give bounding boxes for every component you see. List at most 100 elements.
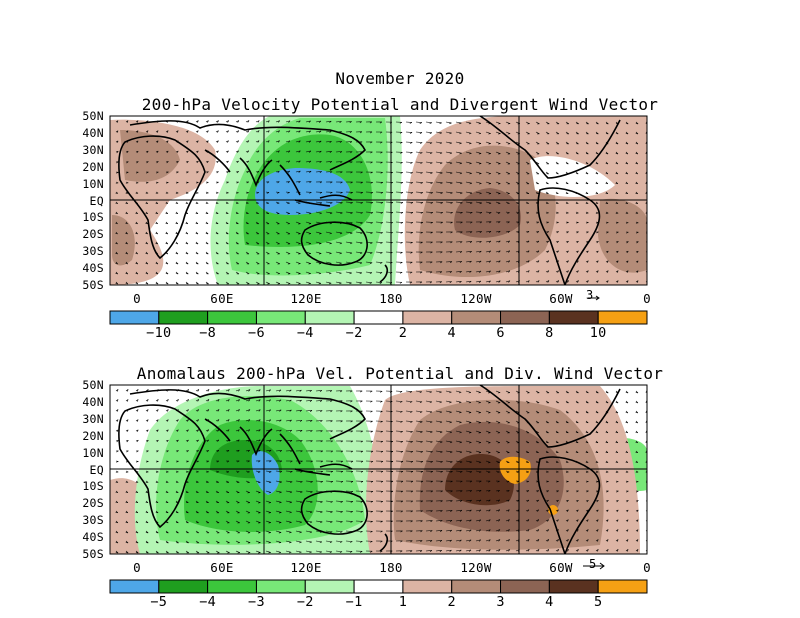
coastline [129,120,366,171]
lat-tick-label: 10S [82,210,104,225]
colorbar-tick-label: 6 [496,325,505,341]
colorbar-swatch [353,310,404,325]
lon-tick-label: 0 [643,291,651,306]
colorbar-swatch [304,579,355,594]
coastline [479,116,621,179]
chart2-colorbar [109,579,648,594]
chart1-subtitle: 200-hPa Velocity Potential and Divergent… [141,95,659,114]
lon-tick-label: 60E [210,560,234,575]
colorbar-tick-label: −5 [150,594,168,610]
lon-tick-label: 120E [290,560,322,575]
lon-tick-label: 180 [379,560,403,575]
colorbar-swatch [109,310,160,325]
chart2-coastlines [118,385,621,554]
coastline [204,418,273,457]
coastline [379,264,388,283]
lat-tick-label: 40S [82,530,104,545]
coastline [537,456,601,554]
colorbar-tick-label: −2 [345,325,363,341]
colorbar-swatch [304,310,355,325]
coastline [537,187,601,285]
lat-tick-label: 40S [82,261,104,276]
lat-tick-label: 20S [82,227,104,242]
colorbar-tick-label: −6 [248,325,265,341]
lat-tick-label: 30N [82,142,104,157]
chart2-vector-reference-arrow [583,562,605,570]
chart2-vector-reference: 5 [589,557,597,571]
chart1-vector-reference-arrow [588,295,600,301]
lat-tick-label: EQ [89,193,104,208]
colorbar-swatch [548,579,599,594]
colorbar-swatch [402,579,453,594]
lat-tick-label: 50N [82,378,104,392]
lat-tick-label: 30S [82,244,104,259]
lat-tick-label: 10S [82,479,104,494]
lon-tick-label: 0 [133,291,141,306]
lon-tick-label: 120W [460,560,492,575]
coastline [118,135,206,260]
colorbar-swatch [109,579,160,594]
lon-tick-label: 60E [210,291,234,306]
lat-tick-label: EQ [89,462,104,477]
coastline [379,533,388,552]
colorbar-tick-label: −10 [146,325,172,341]
colorbar-swatch [402,310,453,325]
colorbar-swatch [548,310,599,325]
lon-tick-label: 120E [290,291,322,306]
colorbar-tick-label: −1 [345,594,363,610]
chart1-title: November 2020 [335,69,465,88]
colorbar-swatch [451,579,502,594]
colorbar-swatch [207,579,257,594]
chart2-title: Anomalaus 200-hPa Vel. Potential and Div… [136,364,664,383]
chart1-vector-reference: 3 [586,288,594,302]
lon-tick-label: 0 [133,560,141,575]
colorbar-swatch [451,310,502,325]
lon-tick-label: 180 [379,291,403,306]
lon-tick-label: 60W [549,560,573,575]
lat-tick-label: 40N [82,394,104,409]
coastline [300,490,368,535]
lat-tick-label: 30S [82,513,104,528]
colorbar-swatch [158,310,209,325]
colorbar-tick-label: 4 [447,325,456,341]
colorbar-tick-label: 2 [398,325,408,341]
colorbar-swatch [353,579,404,594]
lat-tick-label: 50S [82,547,104,561]
colorbar-swatch [255,310,306,325]
coastline [279,164,353,207]
colorbar-swatch [500,310,550,325]
colorbar-swatch [500,579,550,594]
colorbar-swatch [207,310,257,325]
chart1-coastlines [118,116,621,285]
lat-tick-label: 40N [82,125,104,140]
colorbar-tick-label: 3 [496,594,505,610]
coastline [279,433,353,476]
chart1-frame [109,115,648,286]
coastline [129,389,366,440]
lat-tick-label: 20N [82,428,104,443]
colorbar-tick-label: 10 [589,325,607,341]
colorbar-tick-label: −8 [199,325,217,341]
colorbar-swatch [158,579,209,594]
lon-tick-label: 60W [549,291,573,306]
coastline [118,404,206,529]
lat-tick-label: 10N [82,445,104,460]
lat-tick-label: 50S [82,278,104,292]
colorbar-tick-label: −4 [296,325,314,341]
coastline [479,385,621,448]
colorbar-tick-label: 2 [447,594,456,610]
colorbar-tick-label: 1 [398,594,408,610]
chart1-colorbar [109,310,648,325]
colorbar-tick-label: −2 [296,594,314,610]
lat-tick-label: 20S [82,496,104,511]
lon-tick-label: 120W [460,291,492,306]
lat-tick-label: 30N [82,411,104,426]
coastline [300,221,368,266]
lat-tick-label: 10N [82,176,104,191]
lat-tick-label: 20N [82,159,104,174]
colorbar-tick-label: 5 [593,594,603,610]
colorbar-tick-label: 4 [545,594,554,610]
colorbar-tick-label: −3 [248,594,265,610]
colorbar-swatch [597,310,648,325]
colorbar-swatch [255,579,306,594]
